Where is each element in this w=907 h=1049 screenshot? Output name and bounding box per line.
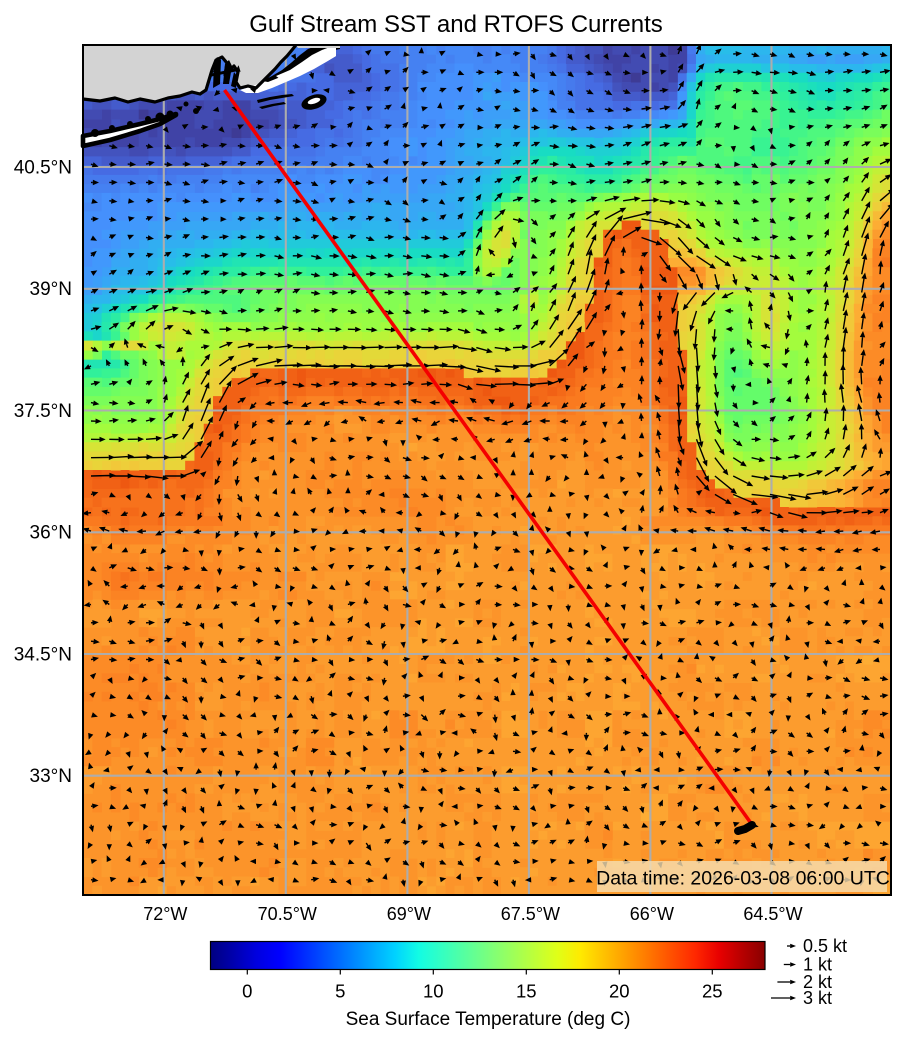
svg-text:36°N: 36°N	[30, 523, 72, 544]
svg-text:34.5°N: 34.5°N	[14, 644, 72, 665]
svg-text:64.5°W: 64.5°W	[743, 904, 802, 924]
svg-text:20: 20	[609, 981, 630, 1002]
svg-text:25: 25	[702, 981, 723, 1002]
svg-text:40.5°N: 40.5°N	[14, 157, 72, 178]
svg-text:66°W: 66°W	[630, 904, 674, 924]
svg-text:0: 0	[242, 981, 252, 1002]
svg-text:72°W: 72°W	[143, 904, 187, 924]
svg-text:39°N: 39°N	[30, 279, 72, 300]
svg-text:Sea Surface Temperature (deg C: Sea Surface Temperature (deg C)	[346, 1009, 631, 1030]
svg-text:70.5°W: 70.5°W	[258, 904, 317, 924]
svg-text:2 kt: 2 kt	[803, 972, 832, 992]
svg-text:Gulf Stream SST and RTOFS Curr: Gulf Stream SST and RTOFS Currents	[249, 11, 662, 38]
svg-text:0.5 kt: 0.5 kt	[803, 936, 847, 956]
svg-text:Data time: 2026-03-08 06:00 UT: Data time: 2026-03-08 06:00 UTC	[596, 868, 890, 890]
svg-text:67.5°W: 67.5°W	[501, 904, 560, 924]
svg-text:33°N: 33°N	[30, 766, 72, 787]
svg-text:10: 10	[423, 981, 444, 1002]
svg-text:3 kt: 3 kt	[803, 988, 832, 1008]
svg-text:15: 15	[516, 981, 537, 1002]
svg-text:1 kt: 1 kt	[803, 955, 832, 975]
svg-text:69°W: 69°W	[387, 904, 431, 924]
svg-text:5: 5	[335, 981, 345, 1002]
svg-text:37.5°N: 37.5°N	[14, 401, 72, 422]
